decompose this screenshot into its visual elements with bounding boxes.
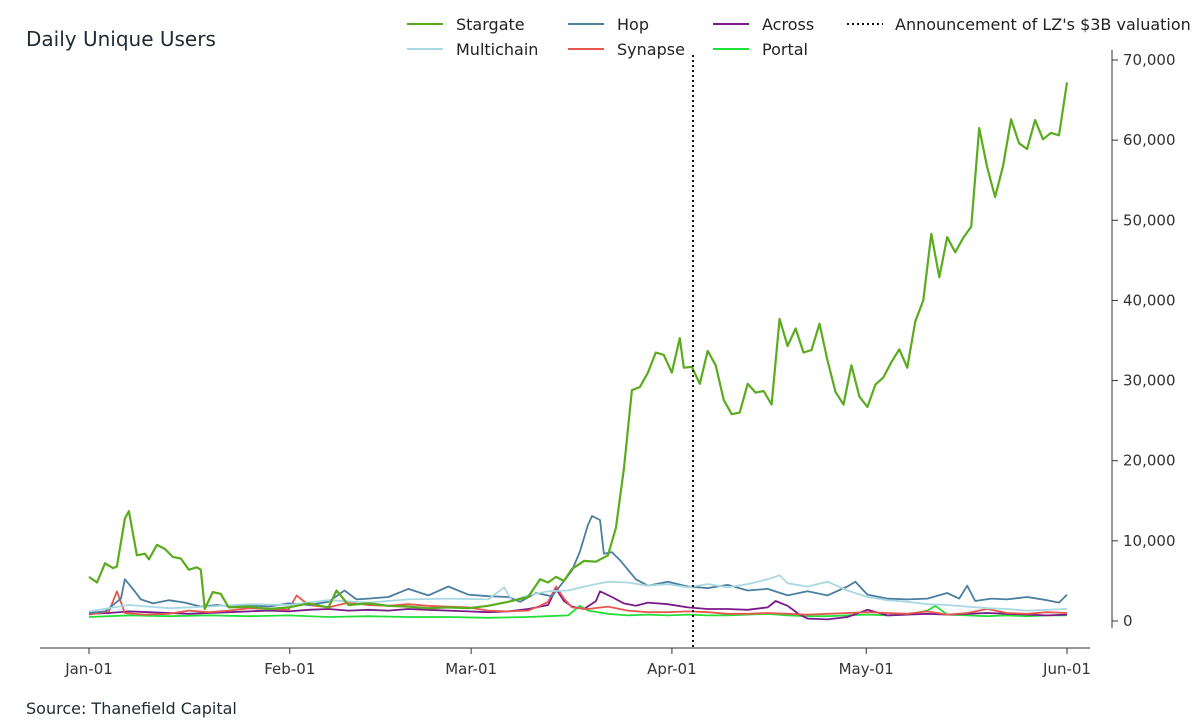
legend: Stargate Hop Across Multichain Synapse Portal… <box>407 15 1191 59</box>
legend-label-hop: Hop <box>617 15 649 34</box>
legend-label-multichain: Multichain <box>456 40 538 59</box>
y-tick-label: 20,000 <box>1123 452 1176 470</box>
source-note: Source: Thanefield Capital <box>26 699 237 718</box>
series-lines <box>88 82 1069 621</box>
y-tick-label: 0 <box>1123 612 1133 630</box>
chart-title: Daily Unique Users <box>26 27 216 51</box>
x-tick-label: Mar-01 <box>445 660 497 678</box>
x-tick-label: Jan-01 <box>64 660 113 678</box>
legend-label-across: Across <box>762 15 814 34</box>
y-tick-label: 30,000 <box>1123 372 1176 390</box>
y-tick-label: 40,000 <box>1123 291 1176 309</box>
series-line-multichain <box>88 574 1068 613</box>
x-tick-label: Feb-01 <box>264 660 315 678</box>
x-tick-label: May-01 <box>839 660 894 678</box>
legend-label-stargate: Stargate <box>456 15 525 34</box>
x-tick-label: Jun-01 <box>1042 660 1091 678</box>
x-tick-label: Apr-01 <box>647 660 697 678</box>
series-line-portal <box>88 604 1067 619</box>
y-tick-label: 10,000 <box>1123 532 1176 550</box>
legend-label-synapse: Synapse <box>617 40 685 59</box>
series-line-stargate <box>88 82 1069 611</box>
legend-label-annotation: Announcement of LZ's $3B valuation <box>895 15 1191 34</box>
legend-label-portal: Portal <box>762 40 808 59</box>
y-tick-label: 70,000 <box>1123 51 1176 69</box>
y-tick-label: 60,000 <box>1123 131 1176 149</box>
axes: Jan-01 Feb-01 Mar-01 Apr-01 May-01 Jun-01 0 10,… <box>40 50 1176 678</box>
y-tick-label: 50,000 <box>1123 211 1176 229</box>
series-line-synapse <box>88 585 1068 616</box>
